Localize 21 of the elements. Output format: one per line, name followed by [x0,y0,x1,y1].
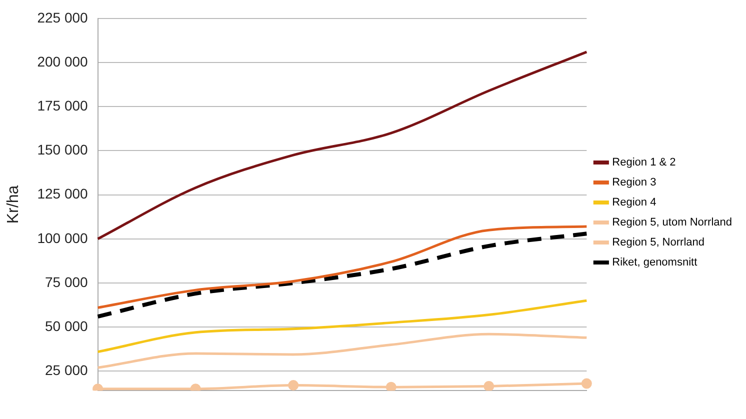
y-tick-label: 50 000 [44,318,88,334]
line-series [96,232,589,319]
legend-label: Region 5, utom Norrland [612,216,732,229]
y-tick-label: 100 000 [37,230,88,246]
legend-label: Riket, genomsnitt [612,256,698,269]
legend-label: Region 4 [612,196,656,209]
y-tick-label: 225 000 [37,9,88,26]
y-tick-label: 125 000 [37,186,88,202]
line-series [96,50,588,240]
y-tick-label: 175 000 [37,97,88,114]
y-tick-label: 150 000 [37,142,88,158]
y-tick-label: 75 000 [44,274,88,290]
y-tick-label: 25 000 [44,362,88,378]
y-axis-title: Kr/ha [5,185,22,224]
line-series [96,332,588,369]
legend-label: Region 3 [612,176,656,189]
legend-label: Region 5, Norrland [612,236,705,249]
legend-label: Region 1 & 2 [612,156,676,169]
line-series [96,299,588,354]
y-tick-label: 200 000 [37,53,88,70]
line-series [96,225,588,309]
